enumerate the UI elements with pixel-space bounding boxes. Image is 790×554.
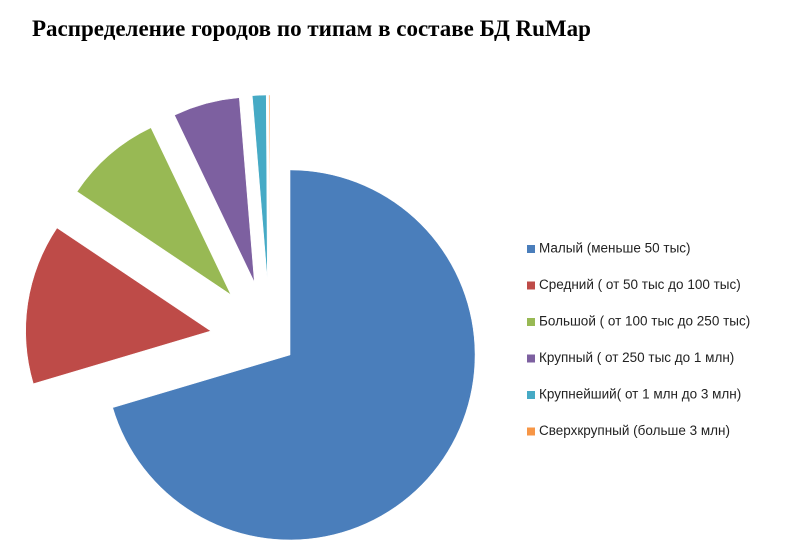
legend-marker	[527, 281, 535, 290]
legend-label: Большой ( от 100 тыс до 250 тыс)	[539, 314, 750, 329]
pie-slice	[174, 97, 255, 283]
pie-slice	[25, 227, 212, 385]
legend-marker	[527, 354, 535, 363]
legend-marker	[527, 318, 535, 326]
pie-slice	[76, 127, 232, 296]
legend-label: Средний ( от 50 тыс до 100 тыс)	[539, 277, 741, 292]
pie-slice	[268, 94, 271, 281]
legend-marker	[527, 427, 535, 436]
pie-slice	[251, 94, 268, 281]
legend-label: Малый (меньше 50 тыс)	[539, 241, 691, 256]
pie-slice	[112, 169, 476, 541]
legend-marker	[527, 391, 535, 399]
chart-title: Распределение городов по типам в составе…	[32, 16, 591, 41]
legend-marker	[527, 245, 535, 253]
legend-label: Крупный ( от 250 тыс до 1 млн)	[539, 350, 734, 365]
legend-label: Крупнейший( от 1 млн до 3 млн)	[539, 387, 741, 402]
legend-label: Сверхкрупный (больше 3 млн)	[539, 423, 730, 438]
